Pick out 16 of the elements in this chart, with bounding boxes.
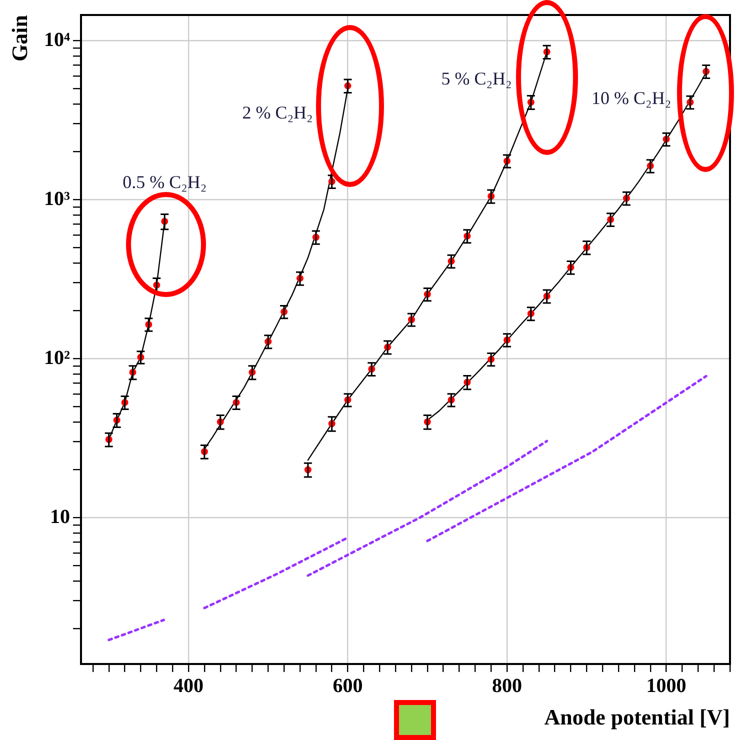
y-tick-label: 10³ (44, 188, 70, 210)
series-label: 2 % C₂H₂ (242, 102, 313, 123)
x-tick-label: 1000 (646, 675, 686, 698)
x-axis-title: Anode potential [V] (544, 704, 730, 730)
line-series (426, 374, 708, 542)
x-tick-label: 800 (492, 675, 522, 698)
series-label: 10 % C₂H₂ (592, 88, 672, 108)
y-axis-title: Gain (6, 15, 32, 62)
series-label: 5 % C₂H₂ (441, 68, 512, 89)
x-tick-label: 400 (174, 675, 204, 698)
y-tick-label: 10 (50, 506, 70, 528)
x-tick-label: 600 (332, 675, 363, 698)
y-tick-label: 10² (44, 346, 70, 369)
line-series (306, 440, 548, 577)
text: 0.5 % C₂H₂ (122, 172, 207, 192)
y-tick-label: 10⁴ (44, 28, 70, 51)
